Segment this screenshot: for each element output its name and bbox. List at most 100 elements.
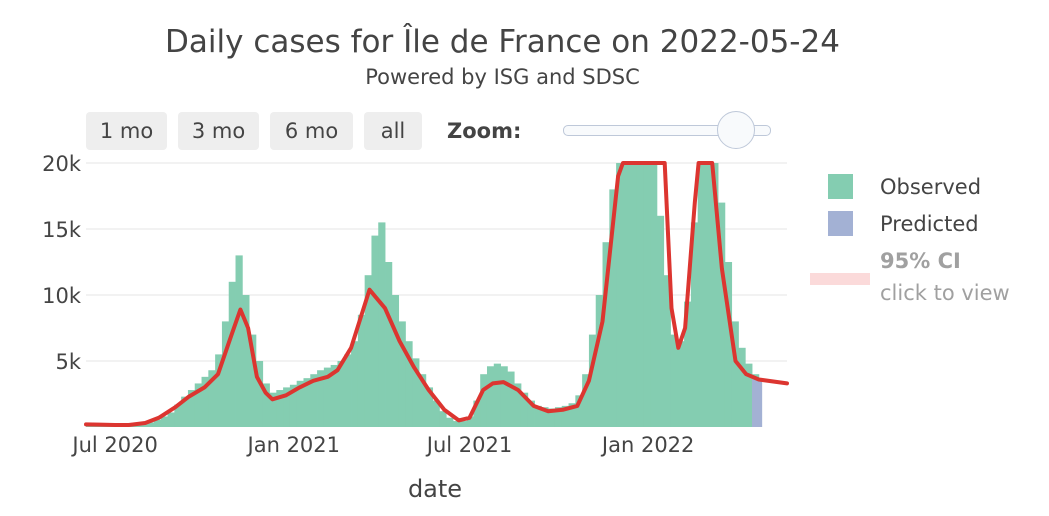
y-tick-label: 20k xyxy=(42,152,82,176)
y-tick-label: 10k xyxy=(42,284,82,308)
observed-bar xyxy=(398,321,406,427)
observed-bar xyxy=(690,222,699,427)
observed-bar xyxy=(459,421,467,427)
observed-bar xyxy=(548,408,556,427)
observed-bar xyxy=(486,366,495,427)
x-tick-label: Jan 2022 xyxy=(600,433,695,457)
observed-bar xyxy=(704,163,712,427)
trend-line-group xyxy=(84,161,789,427)
observed-bar xyxy=(289,384,298,427)
observed-bar xyxy=(541,407,549,427)
observed-bar xyxy=(514,383,522,427)
observed-bar xyxy=(425,387,434,427)
observed-bar xyxy=(629,163,637,427)
observed-bar xyxy=(208,370,216,427)
observed-bar xyxy=(167,412,175,427)
observed-bar xyxy=(221,321,230,427)
observed-bar xyxy=(731,321,739,427)
observed-bar xyxy=(656,215,665,427)
observed-bar xyxy=(317,370,325,427)
observed-bar xyxy=(303,378,311,427)
x-tick-label: Jan 2021 xyxy=(246,433,341,457)
observed-bar xyxy=(520,392,529,427)
observed-bar xyxy=(283,387,291,427)
zoom-slider-track[interactable] xyxy=(563,125,771,136)
observed-bar xyxy=(255,361,264,427)
observed-bar xyxy=(344,354,352,427)
chart-subtitle: Powered by ISG and SDSC xyxy=(365,65,640,89)
observed-bar xyxy=(405,341,413,427)
observed-bar xyxy=(697,163,705,427)
observed-bar xyxy=(534,405,542,427)
zoom-slider-handle[interactable] xyxy=(717,111,755,149)
observed-bar xyxy=(160,416,168,427)
observed-bar xyxy=(310,374,318,427)
observed-bar xyxy=(228,281,236,427)
observed-bar xyxy=(711,163,719,427)
range-button-all[interactable]: all xyxy=(364,112,422,150)
observed-bar xyxy=(323,367,332,427)
legend-ci-hint[interactable]: click to view xyxy=(880,281,1010,305)
legend-predicted-swatch[interactable] xyxy=(828,211,853,236)
observed-bar xyxy=(140,423,148,427)
predicted-bar xyxy=(752,379,758,427)
chart-title: Daily cases for Île de France on 2022-05… xyxy=(165,24,840,60)
observed-bar xyxy=(507,371,515,427)
y-tick-label: 5k xyxy=(55,350,81,374)
observed-bar xyxy=(636,163,644,427)
legend-observed-swatch[interactable] xyxy=(828,174,853,199)
observed-bar xyxy=(194,383,202,427)
observed-bar xyxy=(446,417,454,427)
observed-bar xyxy=(262,383,270,427)
observed-bar xyxy=(439,411,447,427)
observed-bar xyxy=(181,396,189,427)
observed-bar xyxy=(493,363,501,427)
observed-bar xyxy=(561,405,569,427)
observed-bar xyxy=(174,404,182,427)
observed-bar xyxy=(643,163,651,427)
observed-bar xyxy=(385,262,393,427)
observed-bar xyxy=(412,358,420,427)
observed-bar xyxy=(351,341,359,427)
legend-predicted-label[interactable]: Predicted xyxy=(880,212,979,236)
observed-bar xyxy=(269,392,277,427)
range-button-6-months[interactable]: 6 mo xyxy=(270,112,353,150)
observed-bar xyxy=(364,275,372,427)
observed-bar xyxy=(473,400,481,427)
observed-bar xyxy=(602,242,610,427)
observed-bar xyxy=(677,341,685,427)
observed-bar xyxy=(609,189,617,427)
observed-bar xyxy=(147,422,155,427)
observed-bar xyxy=(670,334,678,427)
observed-bar xyxy=(575,395,583,427)
observed-bar xyxy=(616,163,624,427)
gridlines xyxy=(86,162,787,362)
observed-bar xyxy=(622,163,631,427)
legend-observed-label[interactable]: Observed xyxy=(880,175,982,199)
observed-bar xyxy=(391,295,400,427)
observed-bar xyxy=(296,380,304,427)
observed-bar xyxy=(249,334,257,427)
observed-bar xyxy=(527,400,535,427)
observed-bar xyxy=(187,390,196,427)
legend-ci-title[interactable]: 95% CI xyxy=(880,249,961,273)
range-button-3-months[interactable]: 3 mo xyxy=(178,112,259,150)
y-tick-label: 15k xyxy=(42,218,82,242)
predicted-bar xyxy=(756,380,763,427)
trend-line xyxy=(84,161,789,427)
observed-bar xyxy=(568,403,576,427)
legend-ci-swatch[interactable] xyxy=(810,273,870,285)
observed-bar xyxy=(215,354,223,427)
predicted-bars xyxy=(752,379,763,427)
observed-bar xyxy=(419,374,427,427)
observed-bar xyxy=(378,222,386,427)
x-axis-title: date xyxy=(407,475,463,503)
observed-bar xyxy=(466,416,474,427)
x-tick-label: Jul 2021 xyxy=(425,433,512,457)
observed-bar xyxy=(588,334,597,427)
observed-bar xyxy=(724,262,733,427)
observed-bar xyxy=(554,407,563,427)
range-button-1-month[interactable]: 1 mo xyxy=(86,112,167,150)
observed-bar xyxy=(738,347,746,427)
observed-bar xyxy=(480,374,488,427)
